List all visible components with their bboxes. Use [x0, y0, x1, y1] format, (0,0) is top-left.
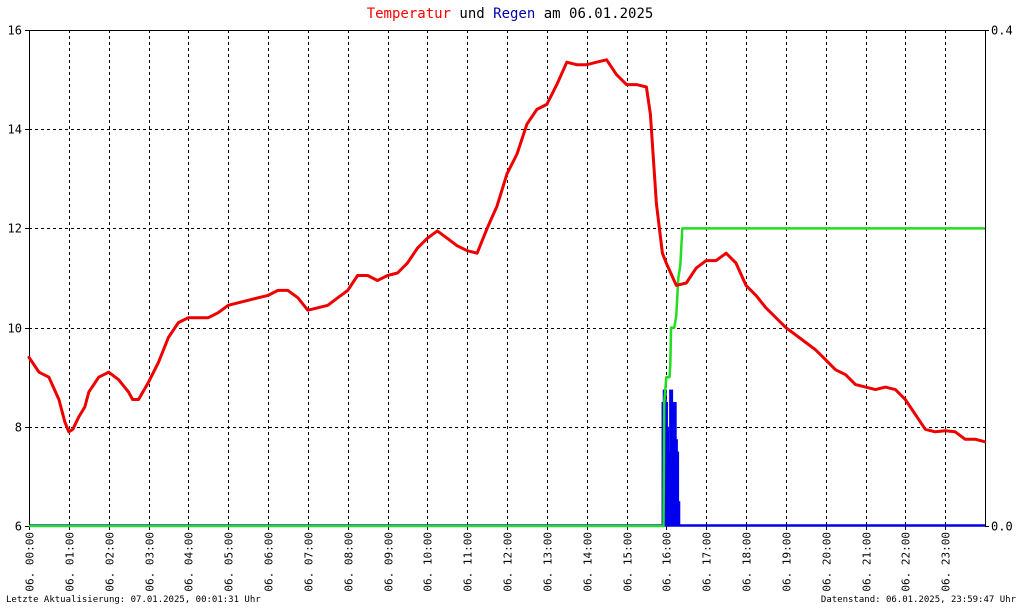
x-tick-label: 06. 02:00: [104, 532, 117, 592]
x-tick-label: 06. 21:00: [861, 532, 874, 592]
y-right-tick-label: 0.0: [991, 520, 1013, 534]
x-tick-label: 06. 00:00: [24, 532, 37, 592]
title-temperatur: Temperatur: [367, 6, 451, 22]
rain-total-line: [29, 227, 985, 528]
footer-last-update: Letzte Aktualisierung: 07.01.2025, 00:01…: [6, 595, 261, 605]
x-tick-label: 06. 17:00: [701, 532, 714, 592]
x-tick-label: 06. 22:00: [900, 532, 913, 592]
title-und: und: [451, 6, 493, 22]
grid: [29, 30, 985, 526]
footer-data-timestamp: Datenstand: 06.01.2025, 23:59:47 Uhr: [821, 595, 1017, 605]
y-left-tick-label: 8: [15, 421, 22, 435]
y-left-tick-label: 6: [15, 520, 22, 534]
y-left-tick-label: 16: [8, 24, 22, 38]
x-tick-label: 06. 10:00: [422, 532, 435, 592]
axes: 6 8 10 12 14 16 0.0 0.4 06. 00:00 06. 01:00 06. 02…: [8, 24, 1013, 592]
x-tick-label: 06. 13:00: [542, 532, 555, 592]
x-tick-label: 06. 03:00: [144, 532, 157, 592]
y-left-tick-label: 12: [8, 222, 22, 236]
x-tick-label: 06. 16:00: [661, 532, 674, 592]
x-tick-label: 06. 06:00: [263, 532, 276, 592]
temperature-series: [27, 58, 987, 444]
x-tick-label: 06. 05:00: [223, 532, 236, 592]
temperature-line: [27, 58, 987, 444]
x-tick-label: 06. 14:00: [582, 532, 595, 592]
title-regen: Regen: [493, 6, 535, 22]
rain-bar: [676, 501, 681, 526]
title-date: am 06.01.2025: [535, 6, 653, 22]
x-tick-label: 06. 15:00: [622, 532, 635, 592]
chart-title: Temperatur und Regen am 06.01.2025: [367, 6, 654, 22]
x-tick-label: 06. 04:00: [183, 532, 196, 592]
x-tick-label: 06. 18:00: [741, 532, 754, 592]
x-tick-label: 06. 08:00: [343, 532, 356, 592]
x-tick-label: 06. 01:00: [64, 532, 77, 592]
x-tick-label: 06. 09:00: [383, 532, 396, 592]
rain-bar: [675, 451, 680, 526]
x-tick-label: 06. 20:00: [821, 532, 834, 592]
x-tick-label: 06. 12:00: [502, 532, 515, 592]
x-tick-label: 06. 23:00: [940, 532, 953, 592]
y-left-tick-label: 10: [8, 322, 22, 336]
x-tick-label: 06. 19:00: [781, 532, 794, 592]
rain-total-series: [29, 227, 985, 528]
x-tick-label: 06. 11:00: [462, 532, 475, 592]
y-left-tick-label: 14: [8, 123, 22, 137]
x-tick-label: 06. 07:00: [303, 532, 316, 592]
y-right-tick-label: 0.4: [991, 24, 1013, 38]
